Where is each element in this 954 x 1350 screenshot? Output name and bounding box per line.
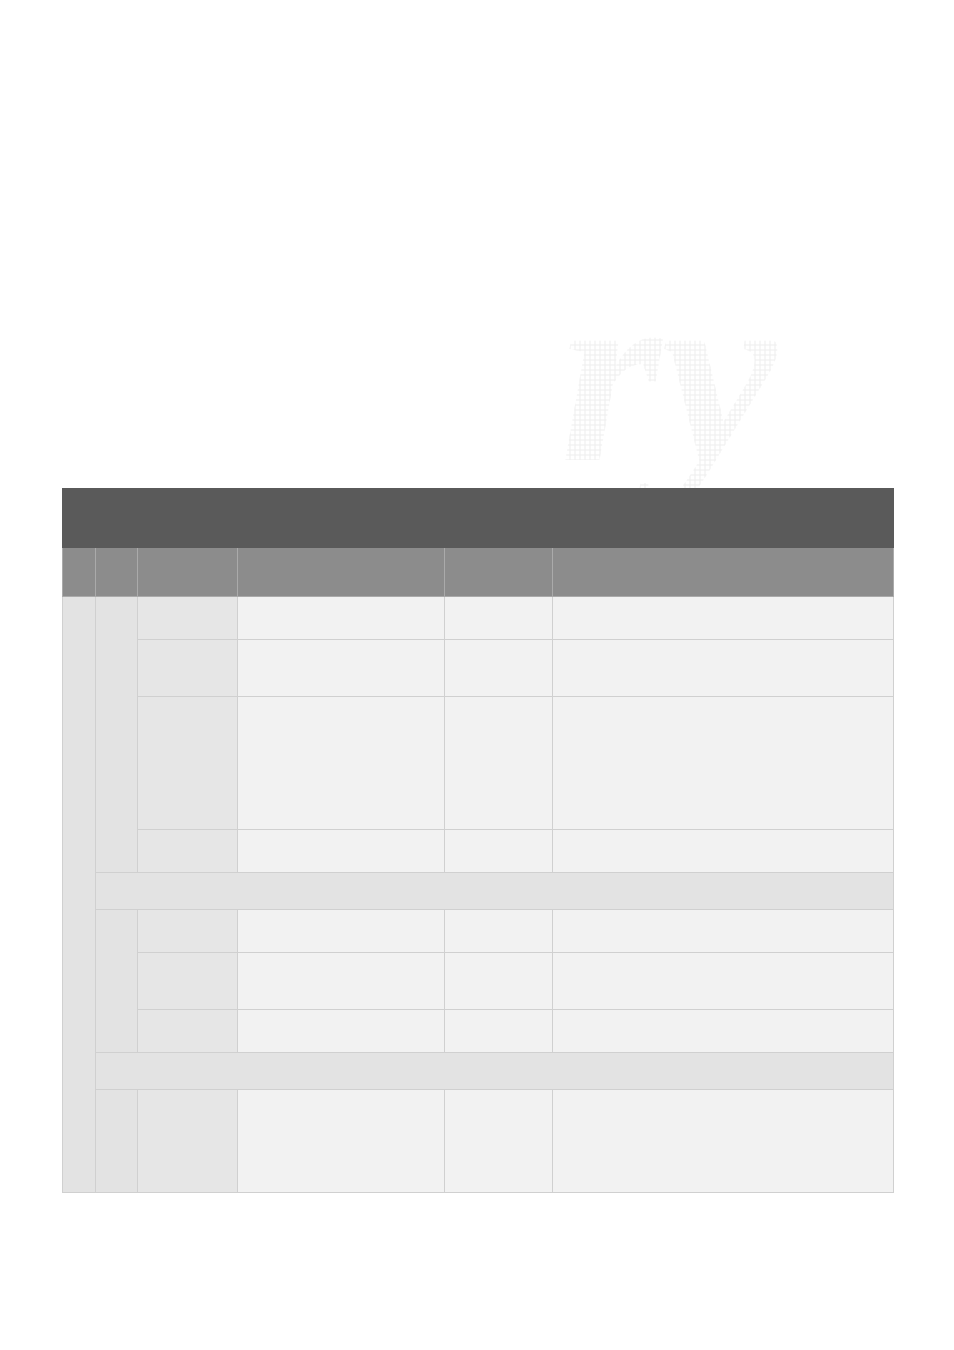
cell-f: [553, 697, 894, 830]
table-row: [63, 697, 894, 830]
hdr-c: [137, 548, 237, 597]
cell-c: [137, 953, 237, 1010]
cell-b: [96, 597, 138, 873]
table-row: [63, 953, 894, 1010]
cell-b: [96, 910, 138, 1053]
cell-e: [445, 953, 553, 1010]
cell-c: [137, 830, 237, 873]
cell-f: [553, 910, 894, 953]
table-row: [63, 597, 894, 640]
cell-f: [553, 640, 894, 697]
data-table: [62, 488, 894, 1193]
cell-d: [237, 910, 445, 953]
cell-d: [237, 1090, 445, 1193]
cell-e: [445, 1010, 553, 1053]
hdr-f: [553, 548, 894, 597]
svg-text:ry: ry: [560, 290, 779, 517]
table-title-cell: [63, 489, 894, 548]
cell-e: [445, 1090, 553, 1193]
cell-c: [137, 1010, 237, 1053]
cell-d: [237, 953, 445, 1010]
hdr-a: [63, 548, 96, 597]
cell-d: [237, 597, 445, 640]
cell-e: [445, 830, 553, 873]
table-row: [63, 910, 894, 953]
cell-f: [553, 1010, 894, 1053]
table-separator: [63, 1053, 894, 1090]
cell-d: [237, 1010, 445, 1053]
sep-cell: [96, 873, 894, 910]
cell-c: [137, 697, 237, 830]
cell-d: [237, 697, 445, 830]
cell-c: [137, 1090, 237, 1193]
cell-e: [445, 697, 553, 830]
table-row: [63, 830, 894, 873]
cell-c: [137, 597, 237, 640]
hdr-d: [237, 548, 445, 597]
cell-f: [553, 953, 894, 1010]
cell-e: [445, 597, 553, 640]
cell-f: [553, 1090, 894, 1193]
sep-cell: [96, 1053, 894, 1090]
hdr-e: [445, 548, 553, 597]
table-title-row: [63, 489, 894, 548]
cell-d: [237, 830, 445, 873]
cell-c: [137, 910, 237, 953]
cell-a: [63, 597, 96, 1193]
cell-b: [96, 1090, 138, 1193]
hdr-b: [96, 548, 138, 597]
cell-c: [137, 640, 237, 697]
cell-e: [445, 910, 553, 953]
table-row: [63, 1090, 894, 1193]
cell-f: [553, 830, 894, 873]
table-row: [63, 640, 894, 697]
cell-d: [237, 640, 445, 697]
table-separator: [63, 873, 894, 910]
cell-e: [445, 640, 553, 697]
table-row: [63, 1010, 894, 1053]
cell-f: [553, 597, 894, 640]
table-header-row: [63, 548, 894, 597]
